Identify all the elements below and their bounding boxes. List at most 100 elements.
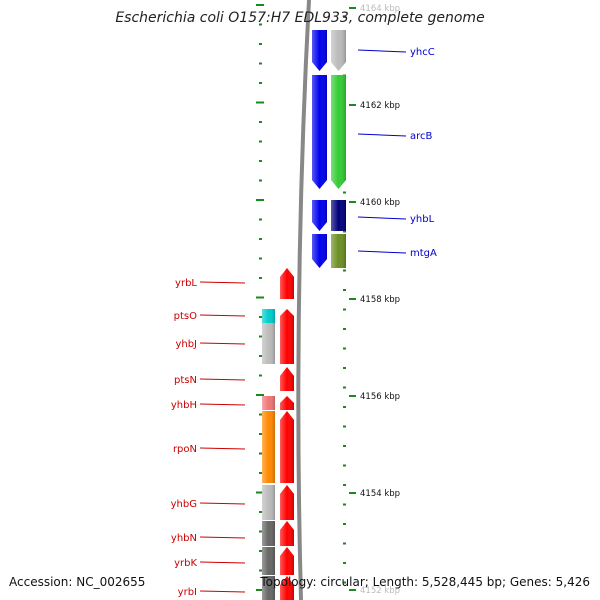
outer-tick xyxy=(343,406,346,408)
gene-label-yhcC: yhcC xyxy=(410,47,435,58)
gene-shading xyxy=(312,200,327,231)
label-line xyxy=(199,447,246,450)
gene-shading xyxy=(331,234,346,268)
gene-label-yhbJ: yhbJ xyxy=(175,339,197,350)
gene-label-yrbL: yrbL xyxy=(175,278,197,289)
gene-label-arcB: arcB xyxy=(410,131,433,142)
gene-shading xyxy=(262,521,275,546)
outer-tick xyxy=(343,523,346,525)
inner-tick xyxy=(259,23,262,26)
outer-tick xyxy=(343,386,346,389)
gene-labels: yhcC arcB yhbL mtgA yrbL ptsO yhbJ ptsN yhbH rpoN… xyxy=(171,47,437,598)
kbp-tick-label: 4158 kbp xyxy=(360,295,400,305)
label-line xyxy=(357,250,407,254)
gene-shading xyxy=(312,30,327,71)
inner-tick xyxy=(259,238,262,240)
outer-tick xyxy=(343,562,346,564)
label-line xyxy=(199,342,246,345)
gene-label-yhbN: yhbN xyxy=(171,533,197,544)
inner-tick xyxy=(256,394,264,396)
gene-shading xyxy=(280,411,294,483)
gene-shading xyxy=(262,309,275,323)
label-line xyxy=(199,536,246,539)
gene-label-ptsN: ptsN xyxy=(174,375,197,386)
inner-tick xyxy=(256,101,264,104)
gene-shading xyxy=(262,485,275,520)
gene-shading xyxy=(331,200,346,231)
outer-tick xyxy=(343,367,346,369)
inner-tick xyxy=(259,433,262,435)
inner-tick xyxy=(259,121,262,123)
outer-tick xyxy=(343,503,346,506)
inner-tick xyxy=(259,413,262,416)
inner-tick xyxy=(256,491,264,494)
gene-shading xyxy=(280,367,294,391)
inner-tick xyxy=(259,511,262,513)
outer-tick xyxy=(343,347,346,350)
topology-text: Topology: circular; Length: 5,528,445 bp… xyxy=(260,575,590,589)
inner-tick xyxy=(259,569,262,572)
inner-tick xyxy=(259,62,262,65)
gene-shading xyxy=(312,75,327,189)
inner-tick xyxy=(259,43,262,45)
label-line xyxy=(199,378,246,381)
gene-shading xyxy=(262,323,275,364)
inner-tick xyxy=(259,277,262,279)
kbp-tick-label: 4162 kbp xyxy=(360,101,400,111)
gene-label-yrbK: yrbK xyxy=(174,558,197,569)
major-tick xyxy=(349,395,356,397)
inner-tick xyxy=(259,179,262,182)
label-line xyxy=(199,502,246,505)
outer-tick xyxy=(343,464,346,467)
inner-tick xyxy=(256,296,264,299)
inner-tick xyxy=(259,374,262,377)
outer-tick xyxy=(343,484,346,486)
gene-label-ptsO: ptsO xyxy=(174,311,197,322)
inner-tick xyxy=(259,530,262,533)
genome-backbone xyxy=(296,0,311,600)
kbp-tick-label: 4152 kbp xyxy=(360,586,400,596)
inner-tick xyxy=(259,550,262,552)
inner-tick xyxy=(256,199,264,201)
kbp-tick-label: 4156 kbp xyxy=(360,392,400,402)
inner-tick xyxy=(259,160,262,162)
inner-tick xyxy=(259,257,262,260)
gene-shading xyxy=(262,576,275,600)
gene-shading xyxy=(280,576,294,600)
major-tick xyxy=(349,104,356,106)
outer-tick xyxy=(343,230,346,233)
accession-text: Accession: NC_002655 xyxy=(9,575,146,589)
gene-shading xyxy=(262,396,275,410)
label-line xyxy=(199,561,246,564)
outer-tick xyxy=(343,269,346,272)
inner-tick xyxy=(256,4,264,6)
inner-tick-marks xyxy=(256,4,264,591)
outer-tick xyxy=(343,445,346,447)
kbp-tick-label: 4164 kbp xyxy=(360,4,400,14)
outer-tick xyxy=(343,308,346,311)
inner-tick xyxy=(259,355,262,357)
label-line xyxy=(199,590,246,593)
major-tick xyxy=(349,7,356,9)
inner-tick xyxy=(259,335,262,338)
inner-tick xyxy=(256,589,264,591)
gene-shading xyxy=(280,323,294,364)
label-line xyxy=(357,216,407,220)
inner-tick xyxy=(259,140,262,143)
outer-tick xyxy=(343,542,346,545)
gene-label-yhbL: yhbL xyxy=(410,214,435,225)
gene-shading xyxy=(280,485,294,520)
gene-label-rpoN: rpoN xyxy=(173,444,197,455)
inner-tick xyxy=(259,218,262,221)
gene-label-yhbH: yhbH xyxy=(171,400,197,411)
outer-tick xyxy=(343,425,346,428)
gene-shading xyxy=(262,547,275,575)
gene-shading xyxy=(280,547,294,575)
major-tick xyxy=(349,492,356,494)
label-line xyxy=(199,281,246,284)
gene-label-yhbG: yhbG xyxy=(171,499,197,510)
gene-shading xyxy=(331,30,346,71)
gene-features xyxy=(262,30,346,600)
major-tick xyxy=(349,298,356,300)
